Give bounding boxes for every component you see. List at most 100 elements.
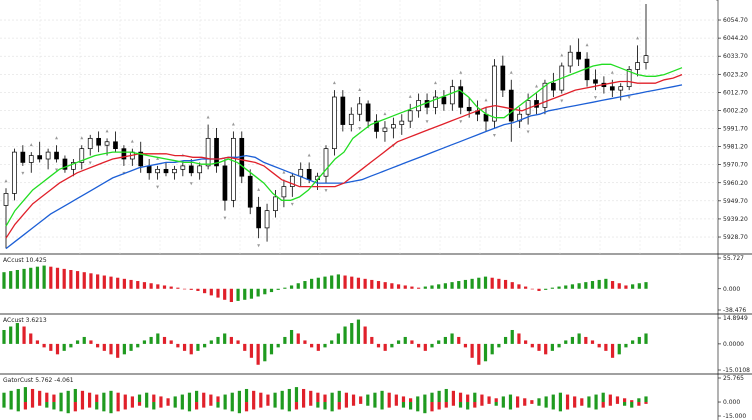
histogram-bar	[590, 281, 595, 289]
histogram-bar	[259, 392, 263, 403]
fractal-down-marker	[223, 216, 227, 220]
histogram-bar	[490, 343, 494, 355]
histogram-bar	[176, 287, 180, 289]
histogram-bar	[501, 396, 505, 403]
y-tick-label: -15.0108	[723, 367, 750, 374]
histogram-bar	[45, 392, 49, 403]
fractal-down-marker	[156, 185, 160, 189]
histogram-bar	[309, 390, 313, 403]
histogram-bar	[195, 390, 199, 403]
histogram-bar	[223, 394, 227, 403]
candle-body	[45, 151, 51, 160]
candle-body	[20, 151, 26, 163]
histogram-bar	[203, 343, 207, 348]
histogram-bar	[403, 336, 407, 344]
fractal-up-marker	[459, 70, 463, 74]
histogram-bar	[356, 277, 361, 289]
histogram-bar	[344, 392, 348, 403]
histogram-bar-lower	[88, 402, 92, 408]
histogram-bar	[517, 284, 521, 289]
histogram-bar	[29, 333, 33, 344]
histogram-bar	[96, 274, 100, 289]
histogram-bar	[123, 394, 127, 403]
candle-body	[289, 175, 295, 187]
candle-body	[626, 69, 632, 88]
histogram-bar	[303, 340, 307, 344]
histogram-bar	[537, 398, 541, 403]
fractal-up-marker	[282, 170, 286, 174]
histogram-bar	[162, 285, 167, 289]
histogram-bar-lower	[2, 402, 6, 408]
histogram-bar-lower	[187, 402, 192, 412]
histogram-bar	[256, 343, 260, 365]
histogram-bar	[376, 281, 381, 289]
histogram-bar	[269, 288, 274, 293]
pane-indicator-label: ACcust 10.425	[3, 257, 47, 264]
fractal-down-marker	[55, 168, 59, 172]
histogram-bar	[149, 336, 153, 344]
histogram-bar	[162, 336, 167, 344]
fractal-down-marker	[189, 182, 193, 186]
histogram-bar	[587, 396, 591, 403]
histogram-bar	[69, 343, 73, 348]
histogram-bar	[610, 281, 615, 289]
histogram-bar	[608, 394, 612, 403]
histogram-bar	[437, 390, 441, 403]
histogram-bar-lower	[145, 402, 149, 408]
histogram-bar-lower	[330, 402, 334, 412]
histogram-bar	[463, 279, 468, 289]
histogram-bar	[296, 283, 300, 289]
candle-body	[205, 137, 211, 167]
histogram-bar	[403, 285, 407, 289]
candle-body	[466, 106, 472, 112]
histogram-bar	[443, 283, 447, 289]
histogram-bar	[330, 392, 334, 403]
histogram-bar	[416, 396, 420, 403]
histogram-bar	[49, 266, 53, 289]
histogram-bar	[229, 288, 233, 303]
histogram-bar	[59, 392, 63, 403]
histogram-bar	[202, 392, 206, 403]
histogram-bar	[22, 268, 26, 289]
candle-body	[348, 113, 354, 125]
histogram-bar-lower	[344, 402, 348, 408]
histogram-bar	[623, 398, 627, 403]
histogram-bar	[336, 274, 340, 289]
candle-body	[12, 151, 17, 194]
histogram-bar	[458, 392, 463, 403]
histogram-bar-lower	[130, 402, 134, 408]
histogram-bar	[537, 288, 541, 291]
indicator-line-1	[5, 73, 683, 239]
histogram-bar	[166, 398, 170, 403]
histogram-bar-lower	[508, 402, 513, 410]
histogram-bar	[22, 326, 26, 344]
candle-body	[155, 168, 160, 174]
histogram-bar	[109, 343, 113, 355]
histogram-bar	[577, 283, 581, 289]
histogram-bar	[276, 288, 280, 290]
fractal-up-marker	[358, 88, 362, 91]
histogram-bar-lower	[166, 402, 170, 406]
histogram-bar-lower	[38, 402, 42, 406]
histogram-bar	[617, 343, 621, 355]
histogram-bar	[229, 336, 233, 344]
histogram-bar	[470, 343, 474, 358]
histogram-bar	[173, 396, 177, 403]
histogram-bar	[359, 396, 363, 403]
candle-body	[146, 165, 152, 174]
histogram-bar-lower	[209, 402, 213, 406]
histogram-bar	[558, 392, 562, 403]
candle-body	[399, 120, 405, 125]
histogram-bar	[302, 388, 306, 403]
histogram-bar	[236, 340, 240, 344]
histogram-bar	[430, 392, 434, 403]
histogram-bar	[102, 343, 106, 351]
histogram-bar	[624, 285, 628, 289]
histogram-bar	[350, 276, 354, 289]
candle-body	[188, 165, 194, 174]
fractal-down-marker	[425, 120, 429, 124]
histogram-bar-lower	[544, 402, 548, 408]
histogram-bar	[102, 392, 106, 403]
y-tick-label: 0.0000	[723, 341, 744, 348]
